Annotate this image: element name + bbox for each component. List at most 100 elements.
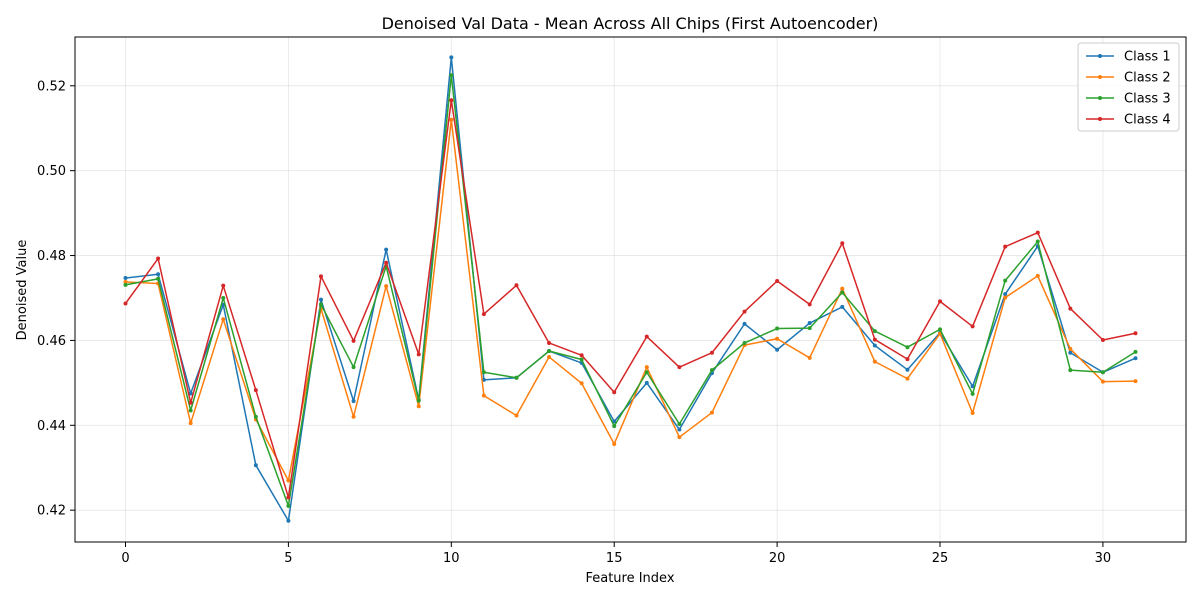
data-point: [970, 410, 975, 415]
data-point: [1100, 338, 1105, 342]
data-point: [449, 55, 454, 60]
data-point: [416, 404, 421, 409]
data-point: [840, 286, 845, 291]
data-point: [351, 399, 356, 404]
x-tick-label: 5: [284, 551, 292, 566]
data-point: [840, 241, 845, 246]
data-point: [1100, 379, 1105, 384]
series-line: [125, 119, 1136, 482]
legend-label: Class 1: [1124, 50, 1171, 65]
data-point: [416, 398, 421, 403]
x-tick-label: 15: [606, 551, 623, 566]
data-point: [156, 256, 161, 261]
y-tick-label: 0.52: [37, 79, 66, 94]
data-point: [449, 98, 454, 103]
data-point: [481, 312, 486, 317]
data-point: [384, 247, 389, 252]
data-point: [677, 422, 682, 427]
data-point: [221, 317, 226, 322]
data-point: [221, 283, 226, 288]
data-point: [123, 279, 128, 284]
x-tick-label: 10: [443, 551, 460, 566]
data-point: [123, 301, 128, 306]
series-line: [124, 99, 1136, 499]
data-point: [1003, 292, 1008, 297]
data-point: [775, 279, 780, 284]
data-point: [123, 276, 128, 281]
series-layer: [123, 55, 1138, 523]
data-point: [807, 355, 812, 360]
data-point: [970, 324, 975, 329]
data-point: [253, 414, 258, 419]
data-point: [905, 357, 910, 362]
legend-marker: [1098, 54, 1102, 58]
y-tick-label: 0.42: [37, 504, 66, 519]
data-point: [807, 302, 812, 307]
data-point: [644, 365, 649, 370]
data-point: [481, 370, 486, 375]
data-point: [514, 413, 519, 418]
data-point: [1068, 306, 1073, 311]
y-tick-label: 0.44: [37, 419, 66, 434]
data-point: [1035, 239, 1040, 244]
data-point: [742, 340, 747, 345]
data-point: [677, 435, 682, 440]
data-point: [872, 337, 877, 342]
data-point: [1068, 350, 1073, 355]
data-point: [970, 391, 975, 396]
data-point: [547, 349, 552, 354]
legend-label: Class 3: [1124, 92, 1171, 107]
data-point: [286, 503, 291, 508]
legend-item: Class 3: [1086, 92, 1171, 107]
data-point: [938, 327, 943, 332]
data-point: [970, 384, 975, 389]
data-point: [514, 283, 519, 288]
data-point: [840, 304, 845, 309]
series-3: [123, 73, 1138, 508]
legend-marker: [1098, 96, 1102, 100]
legend-item: Class 1: [1086, 50, 1171, 65]
data-point: [188, 408, 193, 413]
data-point: [351, 414, 356, 419]
data-point: [644, 370, 649, 375]
data-point: [384, 260, 389, 265]
x-tick-label: 30: [1095, 551, 1112, 566]
data-point: [775, 326, 780, 331]
legend-marker: [1098, 75, 1102, 79]
data-point: [1068, 346, 1073, 351]
data-point: [872, 329, 877, 334]
legend-item: Class 2: [1086, 71, 1171, 86]
data-point: [612, 424, 617, 429]
data-point: [253, 463, 258, 468]
data-point: [612, 390, 617, 395]
data-point: [612, 441, 617, 446]
x-tick-label: 25: [932, 551, 949, 566]
data-point: [709, 368, 714, 373]
series-line: [125, 74, 1136, 507]
data-point: [938, 299, 943, 304]
data-point: [1133, 356, 1138, 361]
legend-item: Class 4: [1086, 113, 1171, 128]
legend-label: Class 2: [1124, 71, 1171, 86]
data-point: [286, 518, 291, 523]
data-point: [416, 352, 421, 357]
series-line: [125, 56, 1136, 522]
data-point: [807, 321, 812, 326]
data-point: [221, 295, 226, 300]
data-point: [1003, 295, 1008, 300]
data-point: [188, 400, 193, 405]
data-point: [579, 381, 584, 386]
chart-title: Denoised Val Data - Mean Across All Chip…: [382, 14, 879, 33]
data-point: [1035, 273, 1040, 278]
data-point: [905, 367, 910, 372]
data-point: [644, 334, 649, 339]
data-point: [351, 365, 356, 370]
legend-box: [1077, 42, 1180, 132]
data-point: [188, 421, 193, 426]
data-point: [742, 309, 747, 314]
data-point: [449, 117, 454, 122]
data-point: [1133, 379, 1138, 384]
data-point: [775, 336, 780, 341]
x-tick-label: 0: [121, 551, 129, 566]
